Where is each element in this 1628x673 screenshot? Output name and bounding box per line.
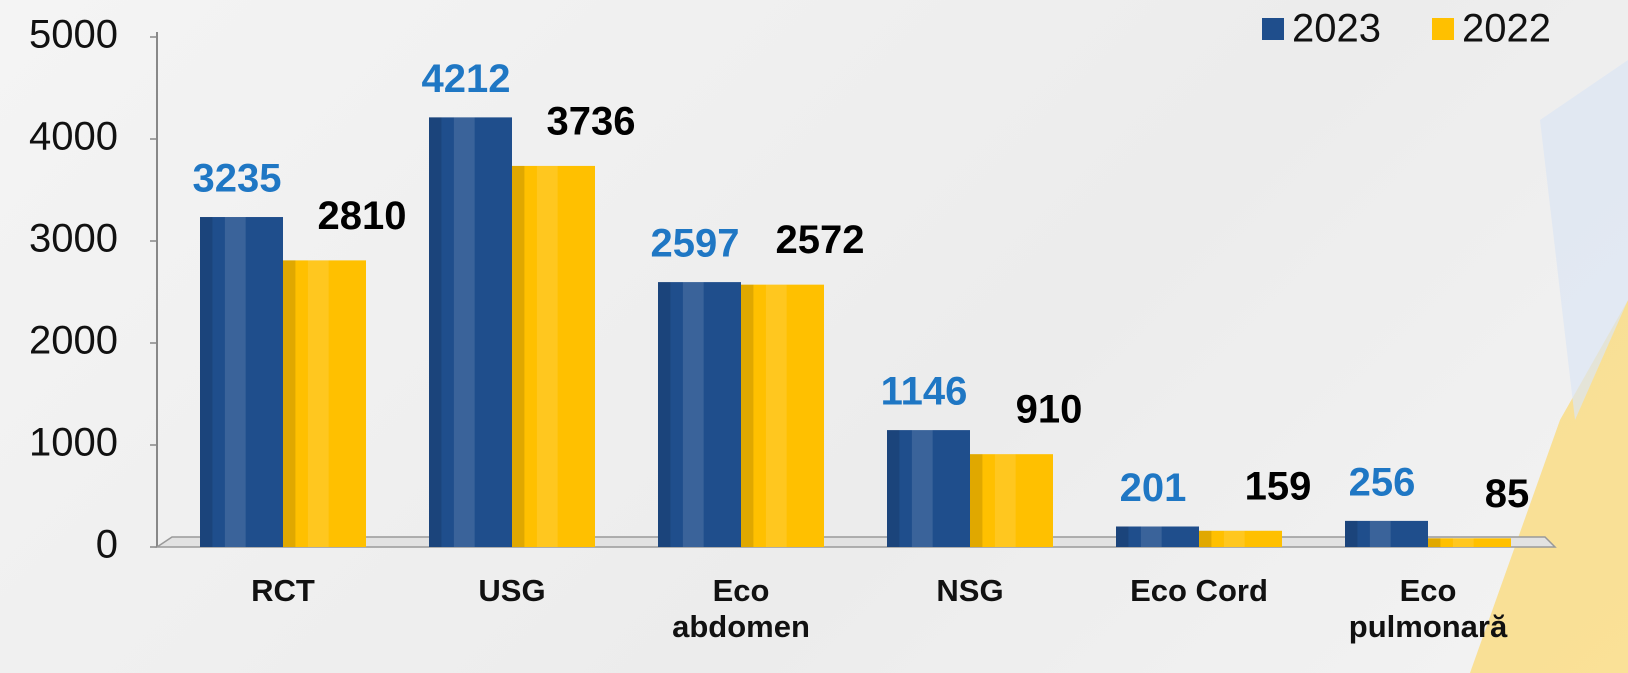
bar bbox=[283, 260, 366, 547]
value-label: 3235 bbox=[193, 157, 282, 201]
bar bbox=[429, 117, 512, 547]
value-label: 2810 bbox=[318, 194, 407, 238]
value-label: 256 bbox=[1349, 460, 1416, 504]
y-tick-label: 3000 bbox=[29, 217, 118, 261]
bar-highlight bbox=[1223, 530, 1245, 547]
bar-edge bbox=[1345, 520, 1358, 547]
bar-highlight bbox=[1369, 520, 1391, 547]
value-label: 3736 bbox=[547, 99, 636, 143]
bar-highlight bbox=[1452, 538, 1474, 547]
bar-edge bbox=[283, 260, 296, 547]
bar-edge bbox=[200, 217, 213, 547]
bar-highlight bbox=[536, 165, 558, 548]
value-label: 2597 bbox=[651, 222, 740, 266]
bar bbox=[970, 454, 1053, 547]
bar-edge bbox=[970, 454, 983, 547]
bar-highlight bbox=[453, 117, 475, 547]
value-label: 2572 bbox=[776, 218, 865, 262]
decoration bbox=[1540, 60, 1628, 420]
x-tick-label: Eco Cord bbox=[1130, 573, 1268, 608]
x-tick-label: Eco pulmonară bbox=[1348, 573, 1508, 644]
bar-highlight bbox=[765, 284, 787, 547]
bar-edge bbox=[741, 284, 754, 547]
bar-highlight bbox=[911, 430, 933, 547]
value-label: 910 bbox=[1016, 388, 1083, 432]
decoration bbox=[1470, 300, 1628, 673]
x-tick-label: Eco abdomen bbox=[672, 573, 810, 644]
bar-highlight bbox=[224, 217, 246, 547]
bar-edge bbox=[1199, 530, 1212, 547]
bar bbox=[1345, 520, 1428, 547]
y-tick-label: 0 bbox=[96, 523, 118, 567]
bar-edge bbox=[1428, 538, 1441, 547]
x-tick-label: RCT bbox=[251, 573, 315, 608]
value-label: 85 bbox=[1485, 472, 1530, 516]
bar-edge bbox=[429, 117, 442, 547]
bar bbox=[741, 284, 824, 547]
y-tick-label: 2000 bbox=[29, 319, 118, 363]
legend-label: 2023 bbox=[1292, 7, 1381, 51]
x-tick-label: USG bbox=[478, 573, 546, 608]
bar-edge bbox=[887, 430, 900, 547]
bar bbox=[1199, 530, 1282, 547]
bar-edge bbox=[512, 165, 525, 548]
bar-highlight bbox=[307, 260, 329, 547]
y-tick-label: 4000 bbox=[29, 115, 118, 159]
value-label: 1146 bbox=[881, 370, 968, 414]
bar bbox=[658, 282, 741, 547]
y-tick-label: 1000 bbox=[29, 421, 118, 465]
x-tick-label: NSG bbox=[936, 573, 1004, 608]
bar bbox=[1116, 526, 1199, 547]
legend-swatch bbox=[1432, 18, 1454, 40]
bar bbox=[887, 430, 970, 547]
bar-edge bbox=[1116, 526, 1129, 547]
bar-edge bbox=[658, 282, 671, 547]
legend-swatch bbox=[1262, 18, 1284, 40]
bar bbox=[200, 217, 283, 547]
value-label: 201 bbox=[1120, 466, 1187, 510]
legend-label: 2022 bbox=[1462, 7, 1551, 51]
value-label: 4212 bbox=[422, 57, 511, 101]
bar bbox=[512, 165, 595, 548]
value-label: 159 bbox=[1245, 464, 1312, 508]
y-tick-label: 5000 bbox=[29, 13, 118, 57]
bar-highlight bbox=[682, 282, 704, 547]
bar-highlight bbox=[1140, 526, 1162, 547]
bar bbox=[1428, 538, 1511, 547]
bar-highlight bbox=[994, 454, 1016, 547]
